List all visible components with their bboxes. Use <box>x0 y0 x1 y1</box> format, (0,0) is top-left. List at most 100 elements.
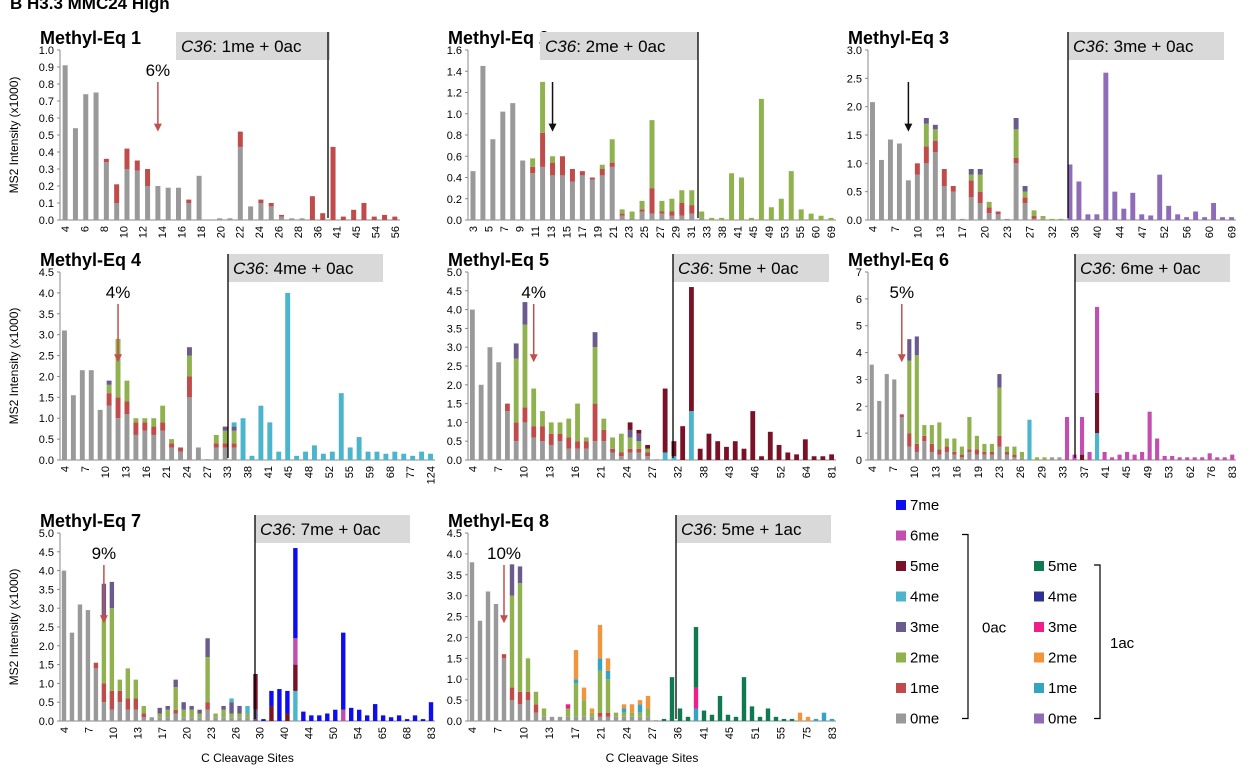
legend-label-1ac-3me: 3me <box>1048 619 1077 636</box>
x-tick-label: 38 <box>243 466 255 478</box>
bar-segment-0ac-4me <box>294 455 300 460</box>
legend-swatch-1ac-3me <box>1034 622 1044 632</box>
bar-segment-1ac-0me <box>1085 214 1091 220</box>
bar-segment-0ac-0me <box>109 709 115 721</box>
x-tick-label: 36 <box>312 226 324 238</box>
x-tick-label: 54 <box>370 226 382 238</box>
bar-segment-0ac-1me <box>115 397 121 419</box>
bar-segment-0ac-2me <box>533 691 539 705</box>
bar-segment-0ac-2me <box>645 448 651 453</box>
bar-segment-0ac-1me <box>986 207 992 214</box>
annotation-state: : 5me + 0ac <box>709 259 799 278</box>
bar-segment-0ac-6me <box>1192 457 1197 460</box>
bar-segment-0ac-2me <box>541 708 547 717</box>
bar-segment-0ac-0me <box>914 451 919 460</box>
legend-swatch-0ac-2me <box>896 652 906 663</box>
bar-segment-0ac-1me <box>649 188 655 214</box>
bar-segment-0ac-0me <box>565 716 571 721</box>
bar-segment-0ac-0me <box>470 171 476 220</box>
bar-segment-0ac-0me <box>505 411 510 460</box>
y-tick-label: 2.0 <box>447 632 462 644</box>
x-tick-label: 16 <box>141 466 153 478</box>
bar-segment-0ac-0me <box>85 610 91 721</box>
x-tick-label: 83 <box>827 727 839 739</box>
bar-segment-0ac-5me <box>636 429 642 434</box>
bar-segment-0ac-2me <box>1040 216 1046 219</box>
bar-segment-0ac-1me <box>533 704 539 713</box>
bar-segment-0ac-5me <box>750 411 756 460</box>
bar-segment-0ac-2me <box>222 430 228 444</box>
annotation-state: : 7me + 0ac <box>291 520 381 539</box>
bar-segment-0ac-0me <box>517 704 523 721</box>
y-tick-label: 0.0 <box>39 716 54 728</box>
bar-segment-0ac-1me <box>93 662 99 669</box>
bar-segment-0ac-0me <box>540 441 545 460</box>
callout-percent: 9% <box>92 544 117 563</box>
bar-segment-0ac-0me <box>530 173 536 220</box>
bar-segment-0ac-4me <box>229 698 234 703</box>
y-tick-label: 4.5 <box>39 267 54 279</box>
bar-segment-0ac-0me <box>62 65 68 220</box>
bar-segment-0ac-2me <box>1022 191 1028 198</box>
bar-segment-0ac-2me <box>565 708 571 717</box>
x-tick-label: 60 <box>1204 226 1216 238</box>
y-tick-label: 0.6 <box>447 151 462 163</box>
x-tick-label: 45 <box>283 466 295 478</box>
bar-segment-0ac-3me <box>907 339 912 361</box>
bar-segment-0ac-1me <box>923 146 929 164</box>
x-tick-label: 52 <box>324 466 336 478</box>
bar-segment-0ac-4me <box>689 411 694 460</box>
y-tick-label: 3.5 <box>39 584 54 596</box>
bar-segment-1ac-1me <box>621 708 627 713</box>
annotation-box <box>176 32 330 60</box>
bar-segment-0ac-1me <box>989 451 994 455</box>
bar-segment-0ac-0me <box>141 717 146 721</box>
x-tick-label: 27 <box>647 466 659 478</box>
x-tick-label: 7 <box>499 226 511 232</box>
bar-segment-0ac-5me <box>802 439 808 460</box>
x-axis-label: C Cleavage Sites <box>606 751 699 765</box>
bar-segment-0ac-1me <box>639 209 645 212</box>
y-tick-label: 1.6 <box>447 45 462 57</box>
bar-segment-0ac-7me <box>277 689 282 721</box>
bar-segment-0ac-2me <box>1004 446 1010 452</box>
bar-segment-0ac-6me <box>1200 457 1205 460</box>
x-tick-label: 46 <box>750 466 762 478</box>
bar-segment-1ac-1me <box>821 712 827 721</box>
bar-segment-0ac-0me <box>579 175 585 220</box>
bar-segment-0ac-0me <box>922 441 927 460</box>
bar-segment-0ac-1me <box>114 184 120 203</box>
bar-segment-0ac-0me <box>982 454 987 460</box>
x-tick-label: 31 <box>686 226 698 238</box>
y-tick-label: 2.5 <box>39 622 54 634</box>
bar-segment-0ac-0me <box>941 186 947 220</box>
bar-segment-0ac-2me <box>187 355 192 377</box>
bar-segment-0ac-1me <box>548 433 554 445</box>
bar-segment-0ac-1me <box>974 449 979 455</box>
bar-segment-0ac-2me <box>788 171 794 220</box>
x-tick-label: 21 <box>608 226 620 238</box>
bar-segment-0ac-0me <box>186 203 192 220</box>
bar-segment-0ac-2me <box>968 174 974 181</box>
bar-segment-0ac-0me <box>592 441 598 460</box>
bar-segment-0ac-4me <box>293 690 298 721</box>
bar-segment-0ac-1me <box>995 211 1001 215</box>
bar-segment-0ac-0me <box>645 716 651 721</box>
legend-swatch-1ac-0me <box>1034 713 1044 724</box>
bar-segment-1ac-5me <box>717 695 723 721</box>
bar-segment-0ac-0me <box>155 186 161 220</box>
x-tick-label: 13 <box>935 226 947 238</box>
bar-segment-0ac-1me <box>109 690 115 710</box>
bar-segment-0ac-7me <box>428 702 434 721</box>
bar-segment-0ac-0me <box>469 562 475 721</box>
y-tick-label: 0.9 <box>39 62 54 74</box>
y-tick-label: 1.0 <box>39 678 54 690</box>
x-tick-label: 30 <box>255 727 267 739</box>
bar-segment-0ac-2me <box>566 418 572 438</box>
bar-segment-0ac-0me <box>1004 218 1010 220</box>
bar-segment-0ac-2me <box>768 207 774 220</box>
bar-segment-0ac-1me <box>531 426 537 438</box>
bar-segment-0ac-3me <box>997 374 1002 388</box>
x-tick-label: 33 <box>701 226 713 238</box>
bar-segment-1ac-5me <box>701 710 707 721</box>
